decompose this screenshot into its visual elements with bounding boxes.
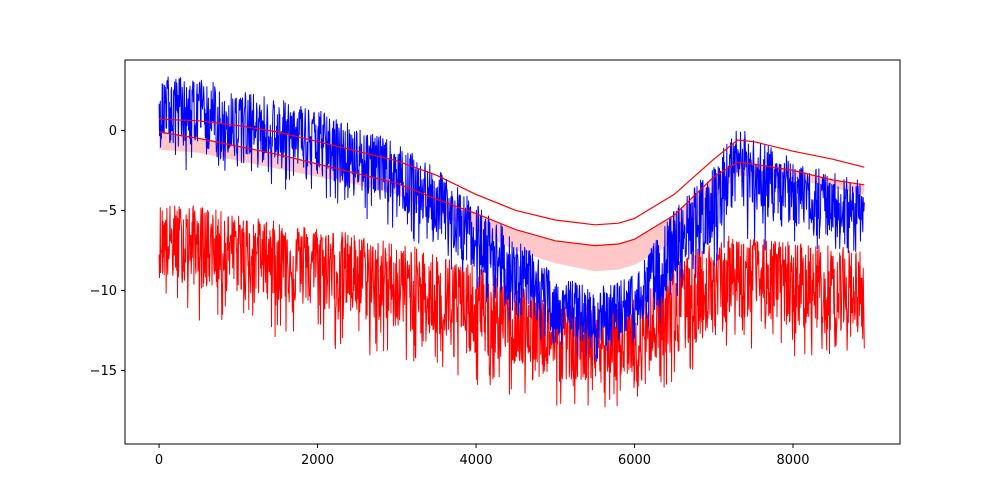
smooth-upper-line [159, 118, 865, 226]
noisy-signal-blue-line [158, 76, 865, 362]
smooth-lower-line [159, 131, 865, 247]
x-tick-label: 2000 [301, 453, 334, 468]
y-tick-label: −15 [90, 364, 117, 379]
y-tick-label: −5 [98, 204, 117, 219]
x-tick-label: 8000 [776, 453, 809, 468]
y-tick-label: −10 [90, 284, 117, 299]
x-axis: 0 2000 4000 6000 8000 [155, 444, 810, 468]
y-tick-label: 0 [109, 124, 117, 139]
signal-layer [158, 76, 865, 408]
x-tick-label: 0 [155, 453, 163, 468]
noisy-signal-red-line [158, 205, 865, 408]
x-tick-label: 6000 [618, 453, 651, 468]
y-axis: 0 −5 −10 −15 [90, 124, 125, 379]
plot-frame [124, 59, 901, 445]
x-tick-label: 4000 [460, 453, 493, 468]
smooth-line-layer [159, 118, 865, 247]
